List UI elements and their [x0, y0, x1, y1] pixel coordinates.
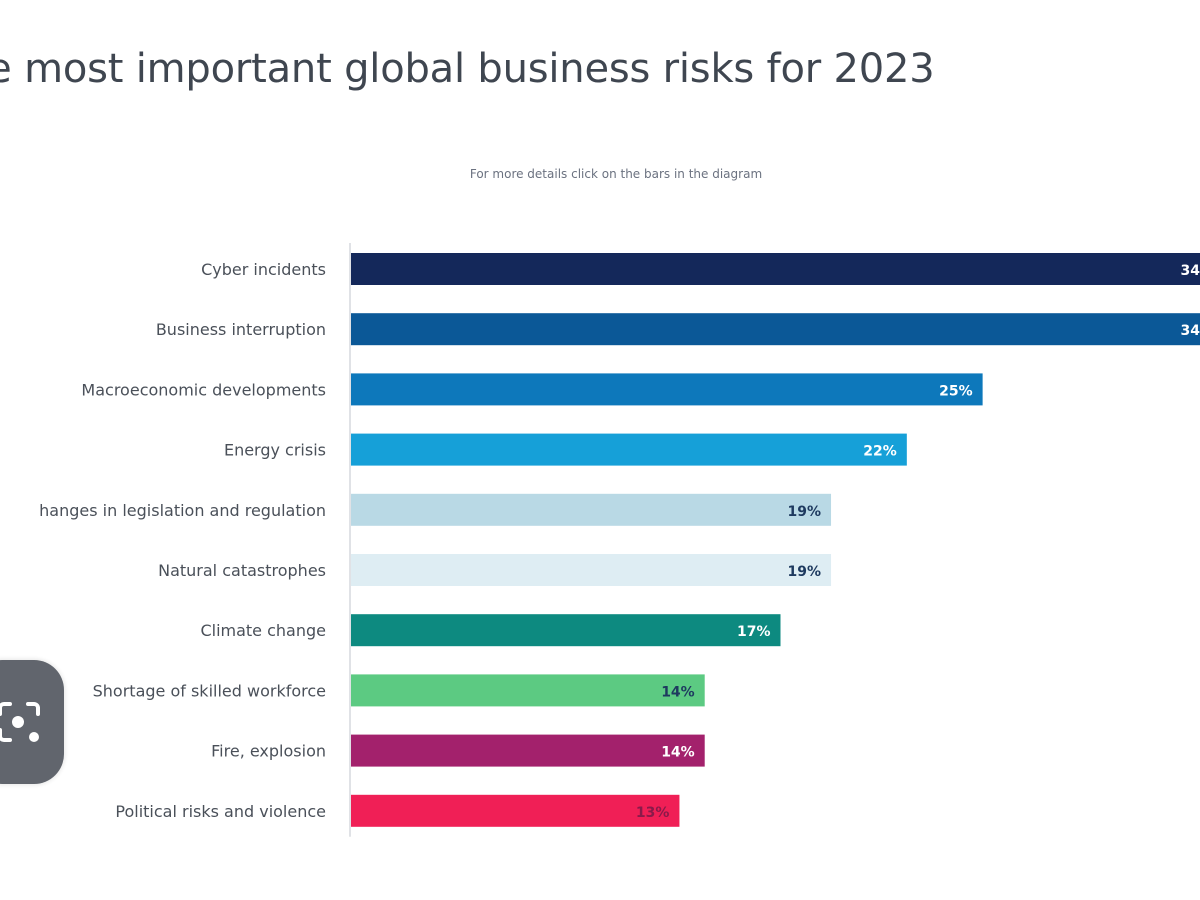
category-label: Climate change [200, 621, 326, 640]
bar-value-label: 19% [788, 504, 822, 520]
bar-value-label: 13% [636, 805, 670, 821]
bar[interactable] [351, 674, 705, 707]
bar[interactable] [351, 373, 983, 406]
bar-value-label: 19% [788, 564, 822, 580]
category-label: Cyber incidents [201, 260, 326, 279]
camera-search-button[interactable] [0, 660, 64, 784]
chart-title: he most important global business risks … [0, 46, 935, 92]
category-label: Shortage of skilled workforce [93, 681, 326, 700]
bar[interactable] [351, 794, 680, 827]
bar-value-label: 17% [737, 624, 771, 640]
bar[interactable] [351, 433, 907, 466]
bar-value-label: 34 [1181, 263, 1200, 279]
category-label: hanges in legislation and regulation [39, 501, 326, 520]
category-label: Political risks and violence [115, 802, 326, 821]
category-label: Fire, explosion [211, 742, 326, 761]
bar-value-label: 25% [939, 383, 973, 399]
bar[interactable] [351, 734, 705, 767]
bar[interactable] [351, 253, 1200, 285]
bar-value-label: 34 [1181, 323, 1200, 339]
category-label: Natural catastrophes [158, 561, 326, 580]
category-label: Business interruption [156, 320, 326, 339]
bar-value-label: 14% [661, 684, 695, 700]
bar[interactable] [351, 493, 832, 526]
bar-value-label: 14% [661, 745, 695, 761]
bar[interactable] [351, 614, 781, 647]
chart-subtitle: For more details click on the bars in th… [469, 167, 763, 181]
bar[interactable] [351, 313, 1200, 346]
camera-search-icon [0, 702, 40, 742]
category-label: Energy crisis [224, 441, 326, 460]
bar-value-label: 22% [863, 444, 897, 460]
bar[interactable] [351, 554, 832, 586]
category-label: Macroeconomic developments [81, 380, 326, 399]
